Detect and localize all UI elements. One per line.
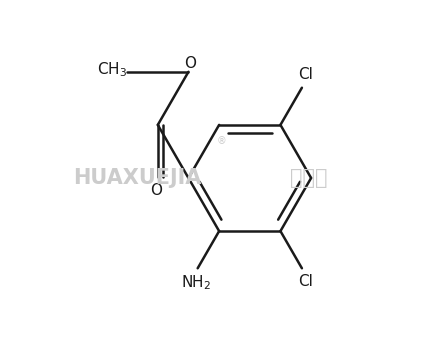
Text: 化学加: 化学加 [290, 168, 328, 188]
Text: O: O [150, 183, 162, 198]
Text: NH$_2$: NH$_2$ [181, 273, 211, 292]
Text: Cl: Cl [298, 274, 313, 289]
Text: Cl: Cl [298, 67, 313, 82]
Text: CH$_3$: CH$_3$ [97, 61, 128, 79]
Text: O: O [184, 56, 196, 70]
Text: ®: ® [217, 136, 227, 146]
Text: HUAXUEJIA: HUAXUEJIA [73, 168, 201, 188]
